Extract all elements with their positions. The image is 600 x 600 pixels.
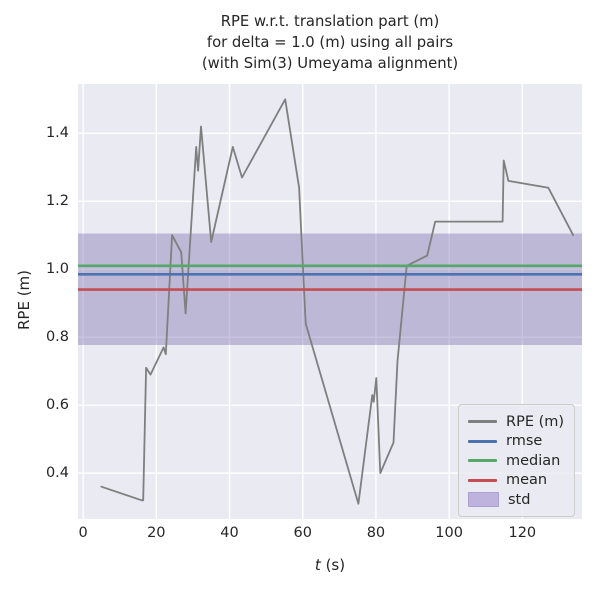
- x-tick-label: 80: [366, 525, 386, 541]
- x-tick-label: 0: [78, 525, 88, 541]
- legend: RPE (m) rmse median mean std: [458, 404, 575, 517]
- legend-line-swatch: [468, 420, 497, 423]
- legend-line-swatch: [468, 439, 497, 443]
- x-tick-label: 120: [508, 525, 537, 541]
- legend-line-swatch: [468, 459, 497, 462]
- legend-row-rpe-m-: RPE (m): [468, 412, 565, 431]
- y-tick-label: 0.8: [45, 329, 69, 346]
- legend-line-swatch: [468, 478, 497, 482]
- y-axis-label: RPE (m): [15, 269, 33, 331]
- y-axis-ticks: 0.4 0.6 0.8 1.0 1.2 1.4: [0, 0, 69, 600]
- y-tick-label: 1.2: [45, 193, 69, 210]
- legend-row-rmse: rmse: [468, 432, 565, 451]
- legend-std-patch: [468, 492, 499, 507]
- legend-label: RPE (m): [506, 413, 565, 430]
- x-tick-label: 40: [220, 525, 239, 541]
- chart-title: RPE w.r.t. translation part (m) for delt…: [78, 11, 582, 74]
- x-axis-label: t (s): [78, 556, 582, 574]
- chart-title-line1: RPE w.r.t. translation part (m): [220, 13, 440, 30]
- x-axis-label-unit: (s): [320, 556, 346, 574]
- chart-title-line3: (with Sim(3) Umeyama alignment): [201, 55, 459, 72]
- legend-row-mean: mean: [468, 471, 565, 490]
- legend-row-median: median: [468, 451, 565, 470]
- y-tick-label: 0.4: [45, 465, 69, 482]
- legend-label: mean: [506, 472, 548, 488]
- chart-title-line2: for delta = 1.0 (m) using all pairs: [206, 34, 454, 51]
- rpe-line: [100, 98, 575, 505]
- y-tick-label: 0.6: [45, 397, 69, 414]
- y-tick-label: 1.4: [45, 125, 69, 142]
- x-tick-label: 20: [147, 525, 166, 541]
- legend-row-std: std: [468, 490, 565, 509]
- x-axis-label-variable: t: [314, 556, 321, 574]
- x-tick-label: 60: [293, 525, 312, 541]
- legend-label: std: [508, 491, 531, 508]
- legend-label: median: [506, 452, 561, 469]
- x-tick-label: 100: [435, 525, 463, 541]
- legend-label: rmse: [506, 433, 543, 449]
- y-tick-label: 1.0: [45, 261, 69, 278]
